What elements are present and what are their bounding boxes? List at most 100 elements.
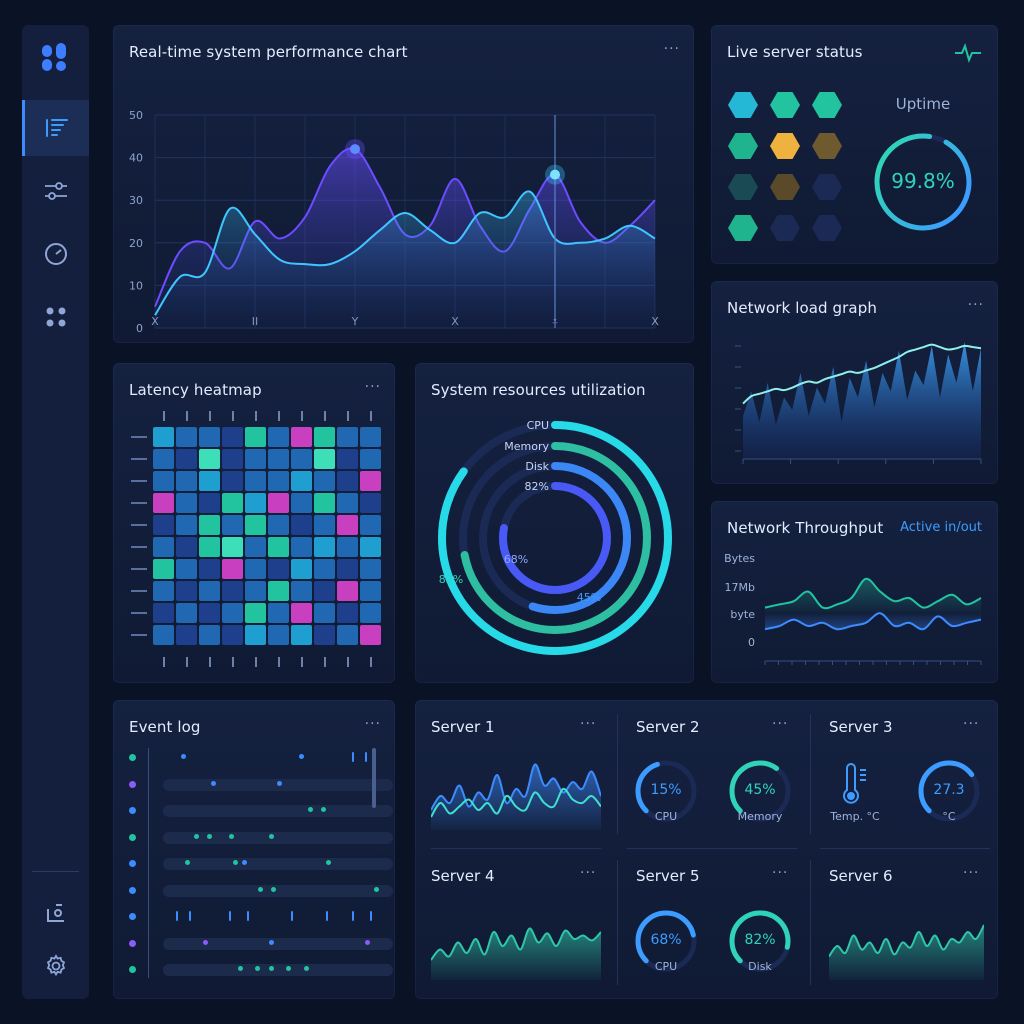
event-marker[interactable]: [255, 966, 261, 971]
heatmap-cell[interactable]: [291, 427, 312, 447]
heatmap-cell[interactable]: [360, 537, 381, 557]
network-load-more-button[interactable]: ···: [967, 297, 984, 313]
event-marker[interactable]: [308, 807, 314, 812]
heatmap-cell[interactable]: [199, 537, 220, 557]
heatmap-cell[interactable]: [314, 559, 335, 579]
heatmap-cell[interactable]: [176, 625, 197, 645]
heatmap-cell[interactable]: [337, 471, 358, 491]
heatmap-cell[interactable]: [176, 493, 197, 513]
heatmap-cell[interactable]: [176, 603, 197, 623]
event-marker[interactable]: [233, 860, 239, 865]
heatmap-cell[interactable]: [360, 603, 381, 623]
heatmap-cell[interactable]: [291, 515, 312, 535]
event-tick[interactable]: [189, 911, 192, 921]
event-marker[interactable]: [185, 860, 190, 865]
event-row[interactable]: [129, 778, 393, 792]
heatmap-cell[interactable]: [337, 427, 358, 447]
event-marker[interactable]: [229, 833, 234, 839]
server-1-more-button[interactable]: ···: [580, 716, 597, 732]
heatmap-cell[interactable]: [314, 625, 335, 645]
heatmap-cell[interactable]: [360, 515, 381, 535]
heatmap-cell[interactable]: [337, 537, 358, 557]
heatmap-cell[interactable]: [291, 603, 312, 623]
heatmap-cell[interactable]: [245, 515, 266, 535]
event-marker[interactable]: [268, 833, 274, 839]
event-marker[interactable]: [299, 754, 305, 759]
event-marker[interactable]: [237, 966, 243, 971]
event-marker[interactable]: [257, 886, 263, 892]
heatmap-cell[interactable]: [222, 427, 243, 447]
heatmap-cell[interactable]: [245, 537, 266, 557]
heatmap-cell[interactable]: [337, 449, 358, 469]
heatmap-cell[interactable]: [199, 449, 220, 469]
throughput-active-link[interactable]: Active in/out: [900, 520, 982, 535]
event-marker[interactable]: [211, 780, 217, 786]
event-marker[interactable]: [207, 833, 212, 839]
event-marker[interactable]: [365, 939, 371, 945]
heatmap-cell[interactable]: [245, 493, 266, 513]
event-row[interactable]: [129, 910, 379, 924]
heatmap-cell[interactable]: [268, 449, 289, 469]
heatmap-cell[interactable]: [291, 471, 312, 491]
heatmap-cell[interactable]: [222, 515, 243, 535]
event-tick[interactable]: [229, 911, 231, 921]
nav-settings-sliders[interactable]: [22, 163, 89, 219]
heatmap-cell[interactable]: [314, 427, 335, 447]
event-row[interactable]: [129, 804, 393, 818]
heatmap-cell[interactable]: [268, 603, 289, 623]
heatmap-cell[interactable]: [222, 625, 243, 645]
heatmap-cell[interactable]: [337, 603, 358, 623]
heatmap-cell[interactable]: [153, 559, 174, 579]
heatmap-cell[interactable]: [291, 449, 312, 469]
performance-more-button[interactable]: ···: [663, 41, 680, 57]
heatmap-cell[interactable]: [153, 471, 174, 491]
event-marker[interactable]: [180, 754, 186, 759]
event-tick[interactable]: [246, 911, 249, 921]
heatmap-cell[interactable]: [176, 427, 197, 447]
latency-more-button[interactable]: ···: [364, 379, 381, 395]
heatmap-cell[interactable]: [314, 471, 335, 491]
event-marker[interactable]: [286, 966, 292, 971]
heatmap-cell[interactable]: [337, 559, 358, 579]
event-row[interactable]: [129, 857, 393, 871]
heatmap-cell[interactable]: [337, 515, 358, 535]
heatmap-cell[interactable]: [245, 603, 266, 623]
heatmap-cell[interactable]: [199, 581, 220, 601]
event-log-more-button[interactable]: ···: [364, 716, 381, 732]
heatmap-cell[interactable]: [268, 537, 289, 557]
heatmap-cell[interactable]: [222, 471, 243, 491]
heatmap-cell[interactable]: [176, 515, 197, 535]
nav-user[interactable]: [22, 885, 89, 941]
heatmap-cell[interactable]: [222, 559, 243, 579]
event-row[interactable]: [129, 831, 393, 845]
nav-grid[interactable]: [22, 289, 89, 345]
event-tick[interactable]: [352, 911, 355, 921]
event-marker[interactable]: [268, 939, 274, 945]
heatmap-cell[interactable]: [360, 625, 381, 645]
heatmap-cell[interactable]: [245, 427, 266, 447]
heatmap-cell[interactable]: [337, 493, 358, 513]
event-marker[interactable]: [321, 807, 327, 812]
heatmap-cell[interactable]: [268, 559, 289, 579]
heatmap-cell[interactable]: [314, 449, 335, 469]
heatmap-cell[interactable]: [268, 471, 289, 491]
nav-list[interactable]: [22, 100, 89, 156]
heatmap-cell[interactable]: [337, 625, 358, 645]
event-marker[interactable]: [303, 966, 309, 971]
event-row[interactable]: [129, 751, 379, 765]
event-log-scrollbar[interactable]: [372, 748, 376, 808]
event-row[interactable]: [129, 963, 393, 977]
heatmap-cell[interactable]: [291, 493, 312, 513]
heatmap-cell[interactable]: [314, 515, 335, 535]
heatmap-cell[interactable]: [222, 449, 243, 469]
event-marker[interactable]: [268, 966, 274, 971]
heatmap-cell[interactable]: [199, 427, 220, 447]
heatmap-cell[interactable]: [199, 493, 220, 513]
event-marker[interactable]: [277, 780, 283, 786]
heatmap-cell[interactable]: [199, 515, 220, 535]
heatmap-cell[interactable]: [176, 559, 197, 579]
event-tick[interactable]: [352, 752, 355, 762]
heatmap-cell[interactable]: [245, 559, 266, 579]
heatmap-cell[interactable]: [314, 537, 335, 557]
heatmap-cell[interactable]: [268, 493, 289, 513]
